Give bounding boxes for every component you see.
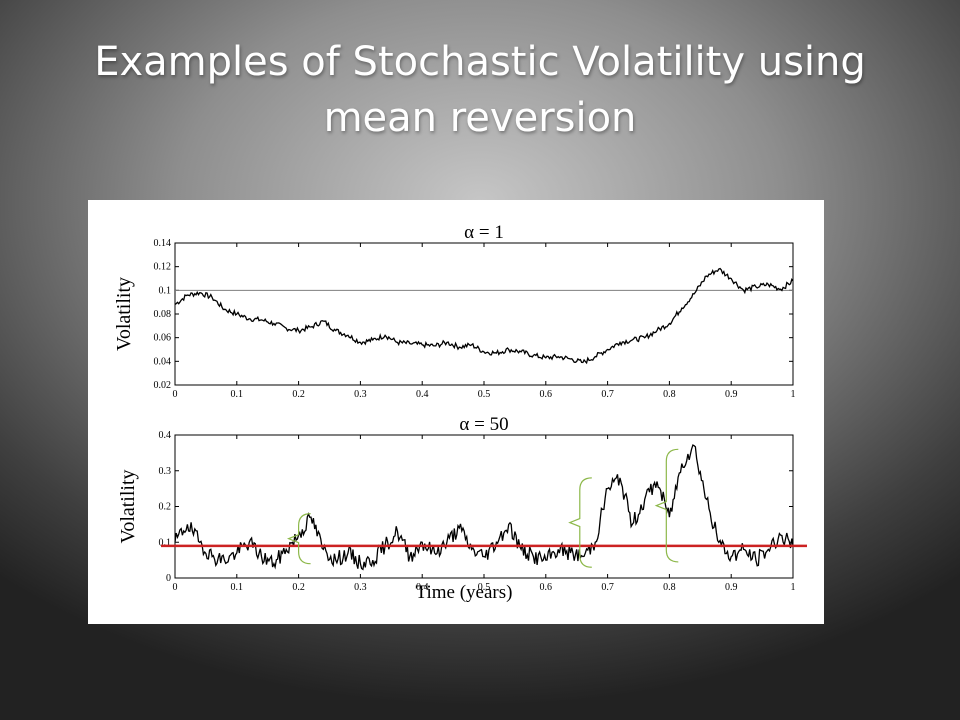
x-tick-label: 0.2 (292, 389, 305, 400)
x-tick-label: 0.1 (231, 389, 244, 400)
x-tick-label: 0.6 (540, 582, 553, 593)
x-tick-label: 0.1 (231, 582, 244, 593)
x-tick-label: 0.7 (601, 389, 614, 400)
bracket-annotation (286, 513, 311, 565)
y-tick-label: 0 (166, 573, 171, 584)
bracket-annotation (654, 448, 679, 563)
y-tick-label: 0.4 (159, 430, 172, 441)
y-tick-label: 0.1 (159, 285, 172, 296)
x-tick-label: 0.7 (601, 582, 614, 593)
y-axis-label: Volatility (113, 277, 135, 351)
x-tick-label: 0.2 (292, 582, 305, 593)
series-line-volatility (174, 267, 794, 365)
chart-1: 0 0.1 0.2 0.3 0.4 0.5 0.6 0.7 0.8 0.9 1 0.02 0.04 0.0… (113, 222, 796, 400)
x-tick-label: 0.4 (416, 582, 429, 593)
y-tick-label: 0.04 (154, 356, 172, 367)
x-tick-label: 0.9 (725, 582, 738, 593)
plot-frame (174, 242, 794, 386)
x-tick-label: 0.8 (663, 389, 676, 400)
y-tick-label: 0.1 (159, 537, 172, 548)
y-tick-label: 0.06 (154, 333, 172, 344)
y-tick-label: 0.14 (154, 238, 172, 249)
volatility-figure: 0 0.1 0.2 0.3 0.4 0.5 0.6 0.7 0.8 0.9 1 0.02 0.04 0.0… (113, 222, 807, 603)
x-tick-label: 0.8 (663, 582, 676, 593)
x-tick-label: 0.3 (354, 582, 367, 593)
chart-title: α = 50 (459, 414, 508, 435)
x-tick-label: 0 (173, 582, 178, 593)
x-tick-label: 1 (791, 582, 796, 593)
x-tick-label: 0 (173, 389, 178, 400)
chart-2: 0 0.1 0.2 0.3 0.4 0.5 0.6 0.7 0.8 0.9 1 0 0.1 0.2 0.3 0… (117, 414, 807, 603)
y-axis-label: Volatility (117, 469, 139, 543)
slide-title-line-1: Examples of Stochastic Volatility using (94, 39, 866, 85)
y-tick-label: 0.12 (154, 262, 172, 273)
slide-title: Examples of Stochastic Volatility using … (0, 34, 960, 146)
series-line-volatility (174, 444, 794, 571)
x-tick-label: 0.3 (354, 389, 367, 400)
y-tick-label: 0.2 (159, 502, 172, 513)
y-tick-label: 0.02 (154, 380, 172, 391)
x-tick-label: 0.5 (478, 582, 491, 593)
x-tick-label: 0.5 (478, 389, 491, 400)
y-tick-label: 0.3 (159, 466, 172, 477)
x-tick-label: 0.4 (416, 389, 429, 400)
x-tick-label: 0.9 (725, 389, 738, 400)
x-axis-label: Time (years) (416, 582, 513, 603)
annotation-brackets (286, 448, 679, 568)
bracket-annotation (568, 477, 592, 568)
slide-title-line-2: mean reversion (323, 95, 637, 141)
figure-panel: 0 0.1 0.2 0.3 0.4 0.5 0.6 0.7 0.8 0.9 1 0.02 0.04 0.0… (88, 200, 824, 624)
x-tick-label: 1 (791, 389, 796, 400)
x-tick-label: 0.6 (540, 389, 553, 400)
chart-title: α = 1 (464, 222, 504, 243)
y-tick-label: 0.08 (154, 309, 172, 320)
